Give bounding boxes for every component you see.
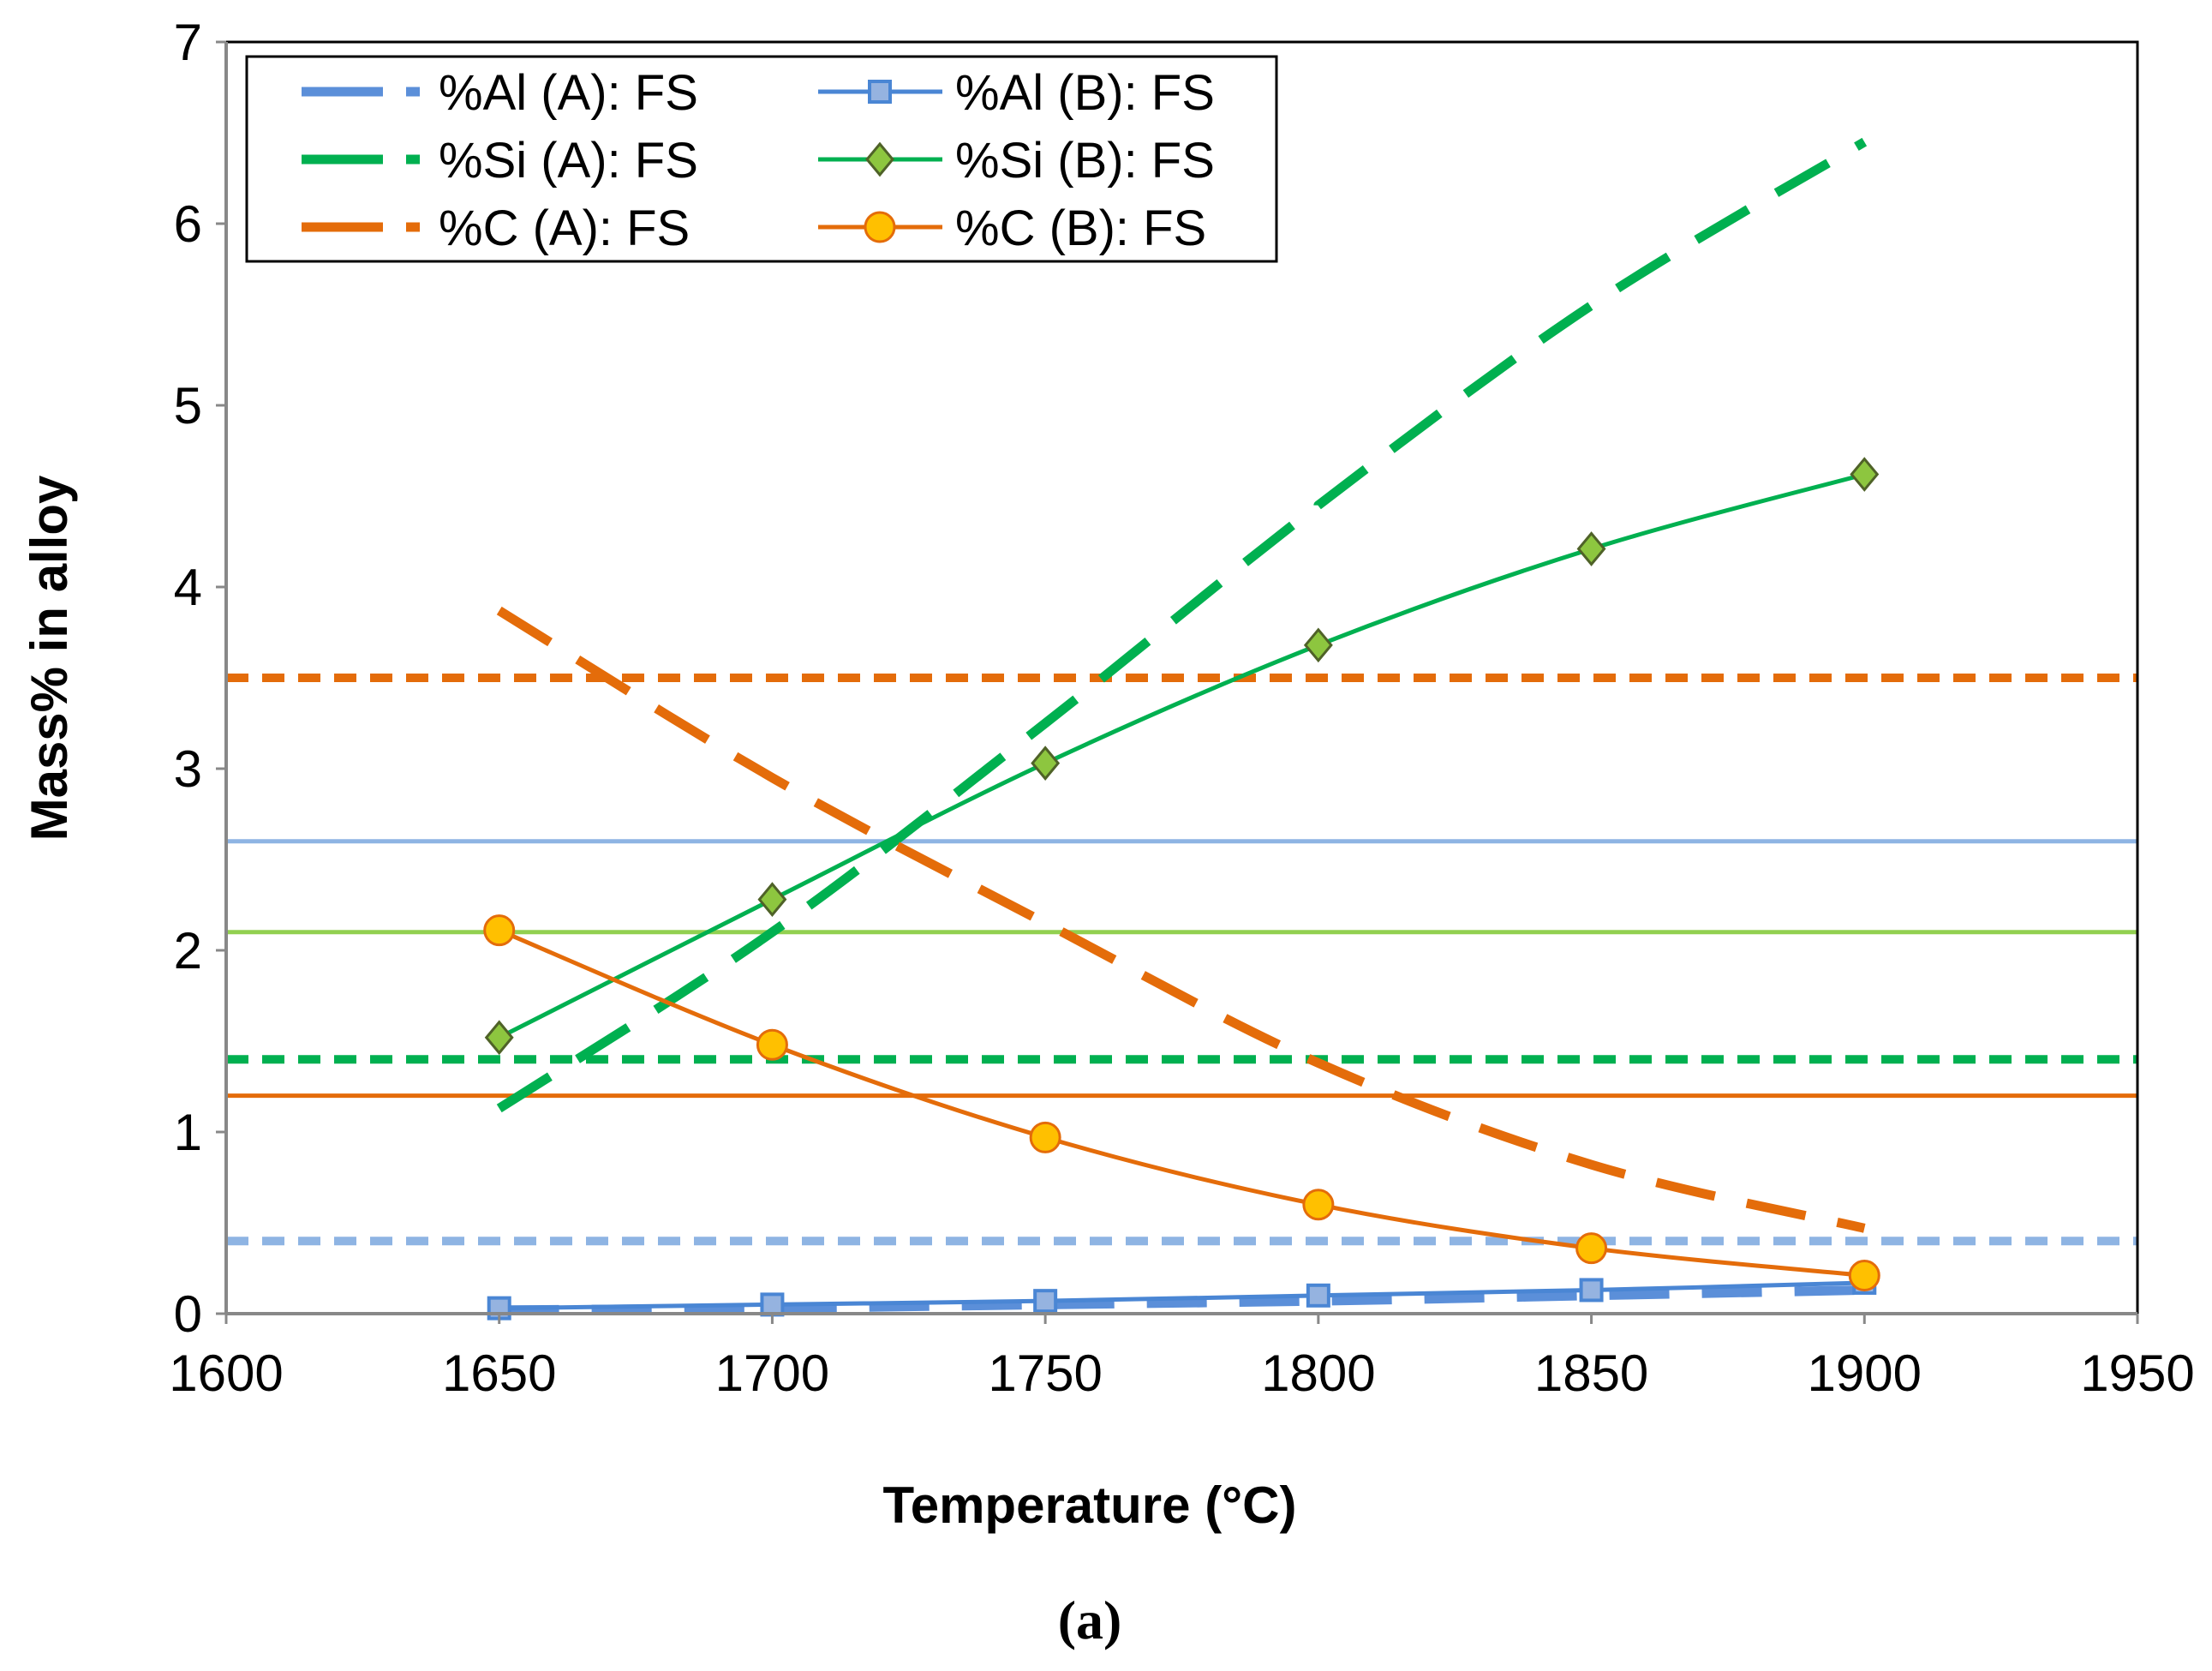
data-point-c-b-fs: [1848, 1259, 1880, 1291]
series-line-al-b-fs: [499, 1280, 1865, 1311]
legend-label: %C (A): FS: [439, 201, 690, 256]
legend-marker: [864, 211, 896, 243]
data-point-si-b-fs: [757, 882, 787, 917]
data-point-al-b-fs: [1306, 1283, 1330, 1308]
legend-label: %Si (B): FS: [955, 133, 1215, 189]
data-point-c-b-fs: [1302, 1189, 1335, 1221]
data-point-si-b-fs: [1031, 746, 1061, 781]
series-group: [483, 137, 1880, 1321]
y-tick-label: 2: [174, 922, 202, 979]
data-point-c-b-fs: [1575, 1232, 1608, 1265]
data-point-si-b-fs: [484, 1020, 514, 1056]
figure-caption: (a): [1058, 1590, 1122, 1650]
series-line-al-a-fs: [499, 1285, 1865, 1315]
x-tick-label: 1800: [1261, 1345, 1375, 1402]
y-tick-label: 5: [174, 377, 202, 434]
axes: 0 1 2 3 4 5 6 7 1600 1650 1700 1750 1800 1850 1900 1950: [169, 14, 2194, 1402]
data-point-al-b-fs: [760, 1292, 785, 1317]
legend-label: %C (B): FS: [955, 201, 1206, 256]
data-point-si-b-fs: [1303, 627, 1333, 663]
x-axis-title: Temperature (°C): [883, 1476, 1297, 1534]
x-tick-label: 1600: [169, 1345, 283, 1402]
legend-marker: [865, 141, 894, 177]
data-point-al-b-fs: [1033, 1289, 1058, 1314]
legend-label: %Si (A): FS: [439, 133, 698, 189]
data-point-al-b-fs: [1579, 1278, 1604, 1303]
reference-lines: [226, 674, 2137, 1246]
legend-marker: [868, 80, 892, 104]
y-axis-title: Mass% in alloy: [21, 475, 78, 841]
x-tick-label: 1700: [715, 1345, 829, 1402]
data-point-si-b-fs: [1850, 457, 1880, 492]
y-tick-label: 0: [174, 1285, 202, 1343]
legend-label: %Al (A): FS: [439, 65, 698, 121]
legend: %Al (A): FS %Al (B): FS %Si (A): FS %Si (B)…: [245, 55, 1278, 263]
series-line-c-a-fs: [496, 606, 1866, 1233]
series-line-si-b-fs: [498, 472, 1865, 1039]
y-tick-label: 3: [174, 740, 202, 798]
x-tick-label: 1950: [2080, 1345, 2194, 1402]
y-tick-label: 7: [174, 14, 202, 71]
x-tick-label: 1850: [1534, 1345, 1648, 1402]
legend-label: %Al (B): FS: [955, 65, 1215, 121]
series-line-si-a-fs: [496, 137, 1868, 1113]
x-tick-label: 1900: [1808, 1345, 1922, 1402]
data-point-c-b-fs: [756, 1028, 788, 1061]
data-point-c-b-fs: [1029, 1121, 1061, 1153]
data-point-si-b-fs: [1576, 531, 1606, 566]
x-tick-label: 1650: [442, 1345, 556, 1402]
series-line-c-b-fs: [498, 928, 1865, 1278]
data-point-c-b-fs: [483, 914, 516, 947]
y-tick-label: 1: [174, 1104, 202, 1161]
y-tick-label: 6: [174, 195, 202, 253]
y-tick-label: 4: [174, 559, 202, 616]
x-tick-label: 1750: [988, 1345, 1102, 1402]
